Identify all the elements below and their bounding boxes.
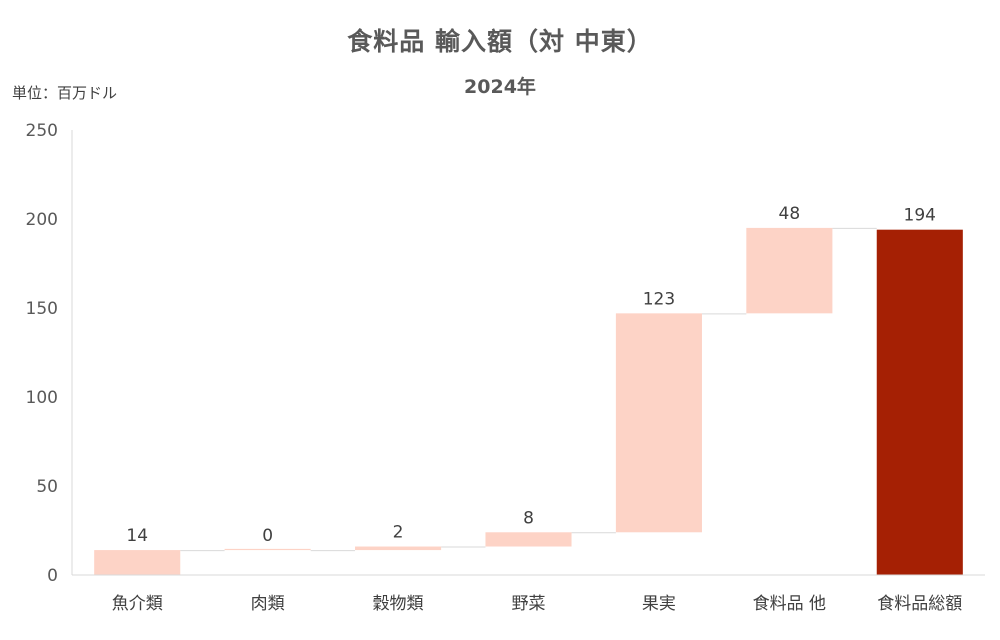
data-label: 14 bbox=[126, 526, 148, 546]
category-label: 果実 bbox=[642, 594, 676, 614]
data-label: 123 bbox=[643, 289, 675, 309]
data-label: 48 bbox=[779, 204, 801, 224]
category-label: 魚介類 bbox=[112, 594, 163, 614]
data-labels: 14 0 2 8 123 48 194 bbox=[126, 204, 936, 546]
increment-bar bbox=[615, 313, 702, 533]
y-tick-label: 250 bbox=[26, 121, 58, 141]
chart-title: 食料品 輸入額（対 中東） bbox=[347, 27, 653, 56]
y-tick-label: 50 bbox=[36, 477, 58, 497]
unit-label: 単位：百万ドル bbox=[12, 84, 118, 102]
data-label: 2 bbox=[393, 523, 404, 543]
category-label: 食料品 他 bbox=[753, 594, 826, 614]
data-label: 8 bbox=[523, 508, 534, 528]
increment-bar bbox=[94, 550, 181, 575]
increment-bar bbox=[485, 532, 572, 547]
total-bar bbox=[876, 229, 963, 575]
category-label: 穀物類 bbox=[373, 594, 424, 614]
y-tick-label: 100 bbox=[26, 388, 58, 408]
connector-lines bbox=[180, 227, 877, 552]
category-label: 肉類 bbox=[251, 594, 285, 614]
y-tick-label: 0 bbox=[47, 566, 58, 586]
x-axis: 魚介類 肉類 穀物類 野菜 果実 食料品 他 食料品総額 bbox=[72, 574, 985, 614]
increment-bar bbox=[355, 546, 442, 551]
chart-subtitle: 2024年 bbox=[464, 76, 536, 98]
y-tick-label: 150 bbox=[26, 299, 58, 319]
y-tick-label: 200 bbox=[26, 210, 58, 230]
category-label: 野菜 bbox=[512, 594, 546, 614]
increment-bar bbox=[746, 227, 833, 314]
bars bbox=[94, 227, 963, 575]
y-axis: 0 50 100 150 200 250 bbox=[26, 121, 73, 586]
data-label: 0 bbox=[262, 526, 273, 546]
category-label: 食料品総額 bbox=[877, 594, 962, 614]
data-label: 194 bbox=[904, 206, 936, 226]
increment-bar bbox=[224, 548, 311, 551]
